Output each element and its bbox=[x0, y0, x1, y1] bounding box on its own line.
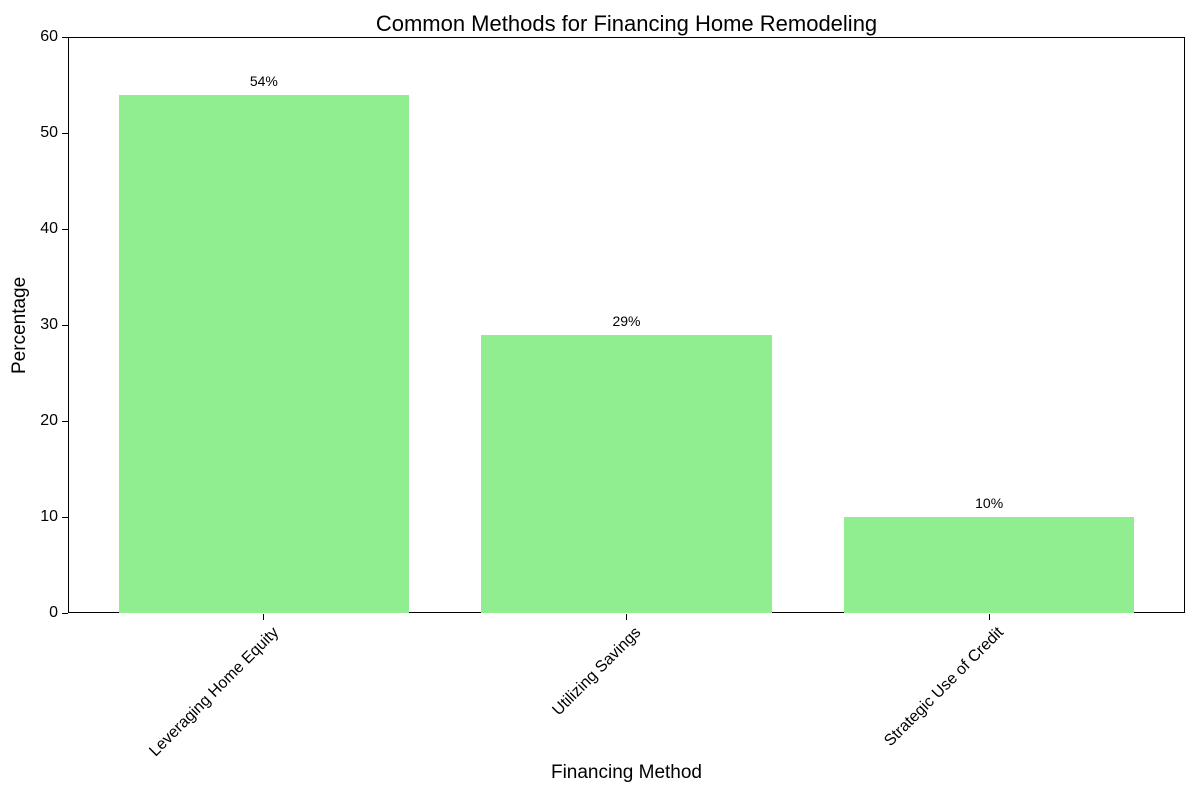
y-axis-label: Percentage bbox=[9, 276, 30, 374]
x-axis-label: Financing Method bbox=[550, 762, 703, 783]
x-tick-mark bbox=[626, 614, 627, 620]
x-tick-label: Strategic Use of Credit bbox=[881, 624, 1008, 750]
chart-title: Common Methods for Financing Home Remode… bbox=[375, 11, 878, 36]
x-tick-mark bbox=[988, 614, 990, 620]
plot-area bbox=[68, 37, 1185, 613]
x-tick-label: Utilizing Savings bbox=[549, 624, 645, 720]
x-tick-mark bbox=[263, 614, 265, 620]
x-tick-label: Leveraging Home Equity bbox=[145, 624, 282, 760]
